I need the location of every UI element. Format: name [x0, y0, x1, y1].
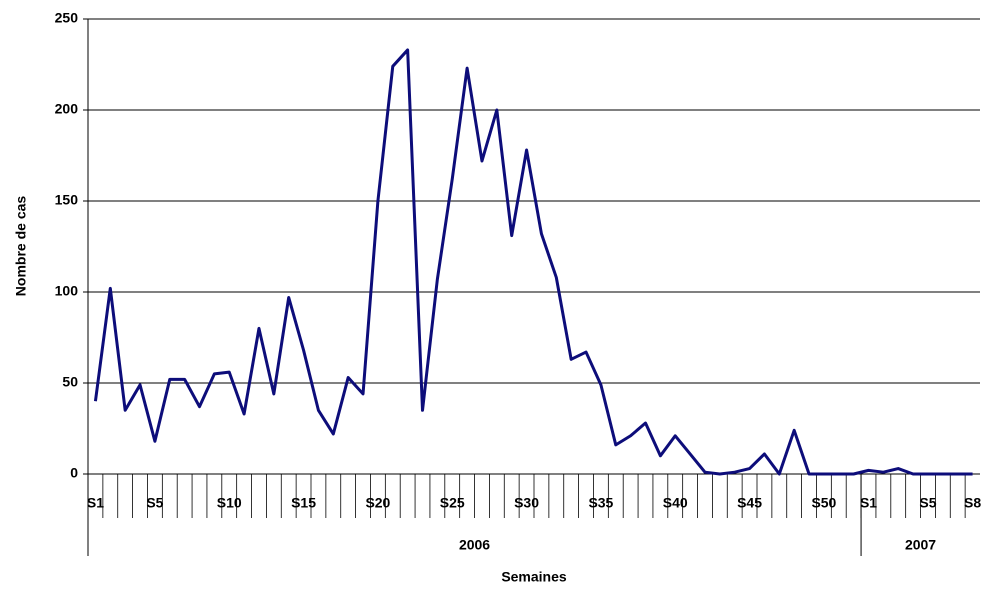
x-tick-label: S30 — [514, 495, 539, 511]
data-line — [93, 48, 973, 476]
x-axis-title: Semaines — [501, 569, 567, 585]
year-label: 2007 — [905, 537, 936, 553]
x-tick-label: S45 — [737, 495, 762, 511]
x-tick-label: S1 — [87, 495, 104, 511]
x-tick-label: S8 — [964, 495, 981, 511]
x-tick-label: S35 — [588, 495, 613, 511]
x-tick-label: S40 — [663, 495, 688, 511]
y-axis-title: Nombre de cas — [13, 196, 29, 297]
y-tick-label: 200 — [55, 101, 79, 117]
y-tick-label: 50 — [62, 374, 78, 390]
x-tick-label: S25 — [440, 495, 465, 511]
x-tick-label: S15 — [291, 495, 316, 511]
x-tick-label: S1 — [860, 495, 877, 511]
y-tick-label: 250 — [55, 10, 79, 26]
x-tick-label: S10 — [217, 495, 242, 511]
x-tick-label: S50 — [811, 495, 836, 511]
x-tick-label: S5 — [919, 495, 936, 511]
y-tick-label: 100 — [55, 283, 79, 299]
y-tick-label: 0 — [70, 465, 78, 481]
x-tick-label: S5 — [146, 495, 163, 511]
y-tick-label: 150 — [55, 192, 79, 208]
x-tick-label: S20 — [365, 495, 390, 511]
year-label: 2006 — [459, 537, 490, 553]
